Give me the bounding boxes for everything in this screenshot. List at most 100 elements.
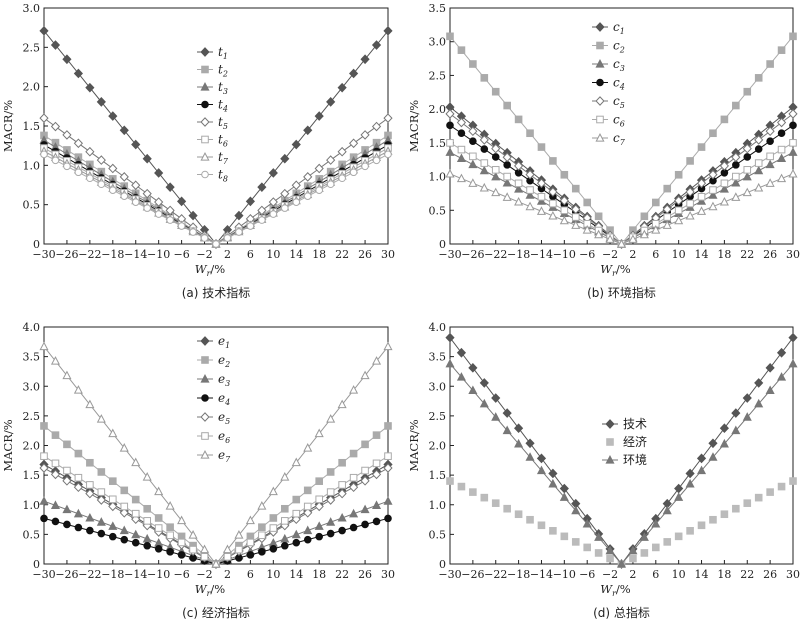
x-tick-label: −6 <box>579 248 595 261</box>
data-point <box>514 179 523 188</box>
data-point <box>720 115 729 124</box>
y-axis-label: MACR/% <box>1 419 15 471</box>
data-point <box>96 97 106 107</box>
data-point <box>456 173 466 183</box>
x-tick-label: −18 <box>507 568 530 581</box>
data-point <box>743 166 752 174</box>
legend-marker <box>200 374 210 383</box>
data-point <box>731 152 741 163</box>
data-point <box>384 514 392 523</box>
data-point <box>234 210 244 221</box>
y-tick-label: 2.0 <box>429 103 447 116</box>
series-line <box>449 337 794 565</box>
data-point <box>96 517 106 526</box>
data-point <box>314 501 324 512</box>
data-point <box>360 475 370 486</box>
data-point <box>280 188 290 199</box>
legend-entry: t4 <box>218 98 228 114</box>
data-point <box>109 186 117 194</box>
data-point <box>766 152 774 161</box>
x-tick-label: −30 <box>438 248 461 261</box>
series-line <box>43 500 389 565</box>
data-point <box>491 412 501 421</box>
data-point <box>742 393 752 403</box>
data-point <box>708 452 718 461</box>
data-point <box>315 532 324 541</box>
data-point <box>326 414 336 423</box>
legend-entry: e2 <box>218 353 230 369</box>
data-point <box>731 177 741 187</box>
data-point <box>154 210 163 218</box>
data-point <box>765 159 775 169</box>
data-point <box>326 155 336 165</box>
x-tick-label: −26 <box>55 568 78 581</box>
data-point <box>177 515 187 525</box>
data-point <box>754 493 763 502</box>
y-tick-label: 4.0 <box>429 321 447 334</box>
data-point <box>63 466 71 475</box>
data-point <box>560 170 569 179</box>
y-tick-label: 1.5 <box>23 120 41 133</box>
data-point <box>143 204 151 212</box>
data-point <box>212 240 220 248</box>
data-point <box>731 425 741 435</box>
data-point <box>616 239 627 248</box>
data-point <box>766 60 774 68</box>
data-point <box>73 68 83 79</box>
data-point <box>154 524 163 532</box>
data-point <box>765 126 775 137</box>
series-4 <box>39 113 393 249</box>
x-tick-label: −10 <box>147 568 170 581</box>
chart-panel-c: −30 −26 −22 −18 −14 −10 −6 −2 2 6 10 14 18 22 26 3000.5… <box>1 321 395 620</box>
data-point <box>686 157 694 165</box>
data-point <box>708 201 718 211</box>
x-tick-label: 18 <box>312 248 326 261</box>
data-point <box>445 147 455 156</box>
data-point <box>97 488 106 496</box>
legend-marker <box>201 65 209 74</box>
data-point <box>686 199 694 208</box>
data-point <box>109 532 117 541</box>
data-point <box>469 152 477 161</box>
series-line <box>43 517 389 565</box>
data-point <box>85 82 95 93</box>
data-point <box>503 504 511 513</box>
data-point <box>788 168 798 178</box>
x-tick-label: 22 <box>740 248 754 261</box>
series-line <box>43 30 389 245</box>
x-tick-label: 2 <box>224 568 231 581</box>
data-point <box>142 153 152 164</box>
data-point <box>502 152 512 163</box>
data-point <box>258 523 266 531</box>
data-point <box>291 180 301 191</box>
data-point <box>235 228 243 236</box>
data-point <box>605 234 615 243</box>
data-point <box>223 234 232 242</box>
y-tick-label: 2.0 <box>429 440 447 453</box>
data-point <box>246 222 255 230</box>
legend-entry: t3 <box>218 80 228 96</box>
data-point <box>177 538 186 547</box>
data-point <box>468 385 478 395</box>
data-point <box>40 452 48 460</box>
data-point <box>480 145 489 153</box>
data-point <box>166 548 174 556</box>
data-point <box>371 121 382 132</box>
legend-entry: 环境 <box>623 452 647 467</box>
x-tick-label: −26 <box>461 248 484 261</box>
data-point <box>371 469 382 480</box>
data-point <box>39 463 49 473</box>
data-point <box>789 477 797 485</box>
x-tick-label: −18 <box>101 248 124 261</box>
legend-marker <box>201 394 209 402</box>
series-line <box>43 346 389 565</box>
x-tick-label: 22 <box>335 248 349 261</box>
data-point <box>109 477 117 485</box>
x-tick-label: 22 <box>335 568 349 581</box>
data-point <box>766 488 774 496</box>
y-tick-label: 2.5 <box>23 410 41 423</box>
y-tick-label: 3.5 <box>23 351 41 364</box>
data-point <box>131 509 140 518</box>
data-point <box>326 180 335 189</box>
legend-marker <box>596 115 604 124</box>
